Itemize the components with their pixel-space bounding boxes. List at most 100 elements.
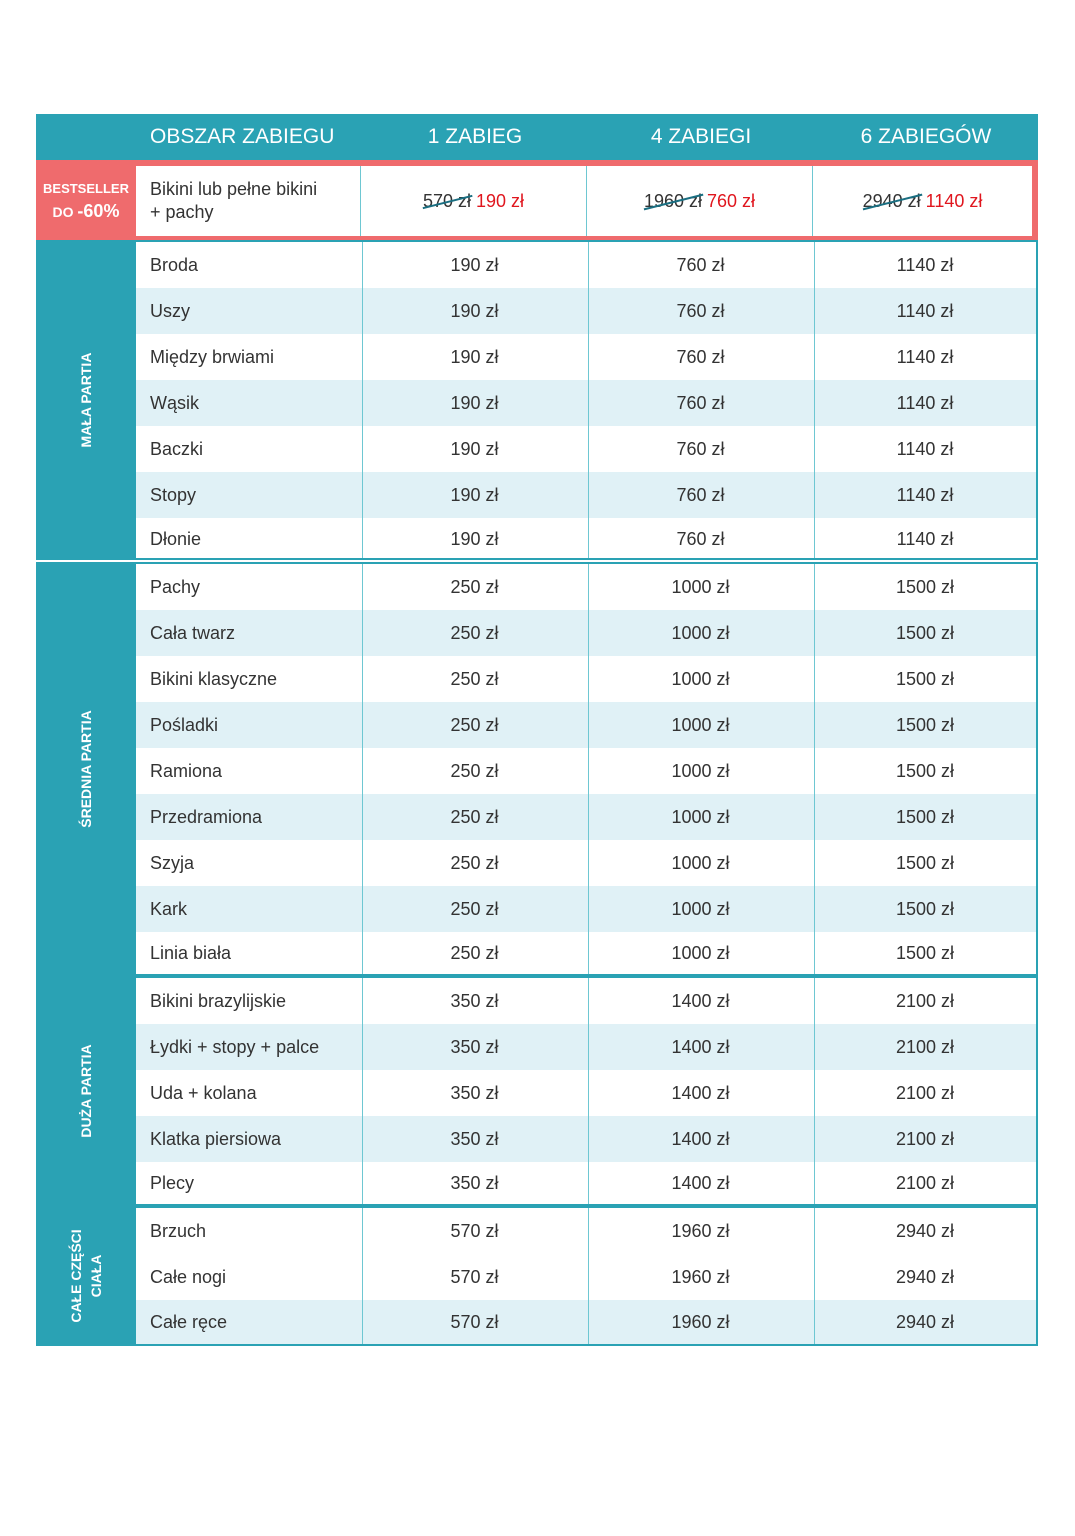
price-cell: 250 zł [450, 853, 499, 873]
price-cell: 350 zł [450, 1129, 499, 1149]
price-cell: 190 zł [450, 439, 499, 459]
table-row: Uda + kolana 350 zł 1400 zł 2100 zł [136, 1070, 1036, 1116]
table-row: Klatka piersiowa 350 zł 1400 zł 2100 zł [136, 1116, 1036, 1162]
column-divider [814, 1208, 815, 1344]
price-cell: 1500 zł [895, 761, 955, 781]
column-divider [588, 1208, 589, 1344]
group-mala-partia: MAŁA PARTIA Broda 190 zł 760 zł 1140 zł Usz… [36, 240, 1038, 560]
group-side-label: ŚREDNIA PARTIA [36, 562, 136, 976]
table-header: OBSZAR ZABIEGU 1 ZABIEG 4 ZABIEGI 6 ZABI… [36, 114, 1038, 160]
table-row: Baczki 190 zł 760 zł 1140 zł [136, 426, 1036, 472]
price-cell: 2940 zł [895, 1312, 955, 1332]
price-cell: 1400 zł [671, 1129, 730, 1149]
area-name: Uda + kolana [150, 1083, 257, 1103]
price-cell: 1500 zł [895, 943, 955, 963]
price-cell: 1500 zł [895, 715, 955, 735]
header-area: OBSZAR ZABIEGU [150, 125, 335, 148]
table-row: Wąsik 190 zł 760 zł 1140 zł [136, 380, 1036, 426]
area-name: Łydki + stopy + palce [150, 1037, 320, 1057]
price-cell: 1960 zł [671, 1221, 730, 1241]
price-cell: 1000 zł [671, 623, 730, 643]
price-cell: 1500 zł [895, 669, 955, 689]
area-name: Całe ręce [150, 1312, 228, 1332]
bestseller-row: BESTSELLER DO -60% Bikini lub pełne biki… [36, 160, 1038, 240]
table-row: Łydki + stopy + palce 350 zł 1400 zł 2100 z… [136, 1024, 1036, 1070]
price-cell: 1000 zł [671, 943, 730, 963]
price-cell: 350 zł [450, 991, 499, 1011]
table-row: Linia biała 250 zł 1000 zł 1500 zł [136, 932, 1036, 974]
area-name: Uszy [150, 301, 190, 321]
price-cell: 1500 zł [895, 807, 955, 827]
group-side-label: CAŁE CZĘŚCI CIAŁA [36, 1206, 136, 1346]
price-cell: 1500 zł [895, 899, 955, 919]
price-cell: 190 zł [450, 347, 499, 367]
group-side-label: DUŻA PARTIA [36, 976, 136, 1206]
price-cell: 760 zł [676, 439, 725, 459]
table-row: Kark 250 zł 1000 zł 1500 zł [136, 886, 1036, 932]
group-duza-partia: DUŻA PARTIA Bikini brazylijskie 350 zł 140… [36, 976, 1038, 1206]
header-6-treatments: 6 ZABIEGÓW [860, 125, 992, 148]
price-cell: 350 zł [450, 1037, 499, 1057]
area-name: Bikini klasyczne [150, 669, 278, 689]
table-row: Cała twarz 250 zł 1000 zł 1500 zł [136, 610, 1036, 656]
bestseller-do: DO [52, 203, 74, 220]
bestseller-price-1: 570 zł 190 zł [422, 190, 525, 211]
group-title: ŚREDNIA PARTIA [78, 710, 94, 828]
area-name: Cała twarz [150, 623, 236, 643]
column-divider [588, 978, 589, 1204]
area-name: Linia biała [150, 943, 232, 963]
column-divider [362, 1208, 363, 1344]
price-cell: 1960 zł [671, 1267, 730, 1287]
price-cell: 2100 zł [895, 1173, 955, 1193]
price-cell: 350 zł [450, 1173, 499, 1193]
price-cell: 760 zł [676, 301, 725, 321]
bestseller-area: Bikini lub pełne bikini + pachy [150, 179, 318, 222]
price-cell: 250 zł [450, 577, 499, 597]
price-cell: 1400 zł [671, 1173, 730, 1193]
area-name: Między brwiami [150, 347, 275, 367]
area-name: Bikini brazylijskie [150, 991, 287, 1011]
area-name: Brzuch [150, 1221, 207, 1241]
table-row: Plecy 350 zł 1400 zł 2100 zł [136, 1162, 1036, 1204]
table-row: Bikini klasyczne 250 zł 1000 zł 1500 zł [136, 656, 1036, 702]
bestseller-discount: -60% [77, 200, 120, 221]
price-cell: 760 zł [676, 393, 725, 413]
price-cell: 1000 zł [671, 761, 730, 781]
table-row: Uszy 190 zł 760 zł 1140 zł [136, 288, 1036, 334]
column-divider [362, 564, 363, 974]
price-cell: 190 zł [450, 301, 499, 321]
price-cell: 1500 zł [895, 853, 955, 873]
price-cell: 570 zł [450, 1267, 499, 1287]
price-cell: 1000 zł [671, 853, 730, 873]
column-divider [362, 978, 363, 1204]
table-row: Dłonie 190 zł 760 zł 1140 zł [136, 518, 1036, 558]
price-cell: 1140 zł [896, 301, 954, 321]
table-row: Pachy 250 zł 1000 zł 1500 zł [136, 564, 1036, 610]
area-name: Dłonie [150, 529, 202, 549]
column-divider [814, 978, 815, 1204]
price-cell: 2100 zł [895, 1037, 955, 1057]
column-divider [586, 166, 587, 236]
price-cell: 1400 zł [671, 1083, 730, 1103]
price-cell: 250 zł [450, 943, 499, 963]
area-name: Kark [150, 899, 188, 919]
price-cell: 250 zł [450, 669, 499, 689]
price-cell: 1140 zł [896, 439, 954, 459]
area-name: Baczki [150, 439, 204, 459]
area-name: Przedramiona [150, 807, 263, 827]
price-cell: 570 zł [450, 1312, 499, 1332]
table-row: Pośladki 250 zł 1000 zł 1500 zł [136, 702, 1036, 748]
price-cell: 190 zł [450, 255, 499, 275]
column-divider [588, 564, 589, 974]
table-row: Brzuch 570 zł 1960 zł 2940 zł [136, 1208, 1036, 1254]
price-cell: 190 zł [450, 529, 499, 549]
area-name: Pachy [150, 577, 201, 597]
price-cell: 1140 zł [896, 255, 954, 275]
group-side-label: MAŁA PARTIA [36, 240, 136, 560]
price-cell: 250 zł [450, 807, 499, 827]
price-cell: 2100 zł [895, 1083, 955, 1103]
table-row: Stopy 190 zł 760 zł 1140 zł [136, 472, 1036, 518]
price-cell: 1140 zł [896, 347, 954, 367]
table-row: Przedramiona 250 zł 1000 zł 1500 zł [136, 794, 1036, 840]
area-name: Szyja [150, 853, 195, 873]
